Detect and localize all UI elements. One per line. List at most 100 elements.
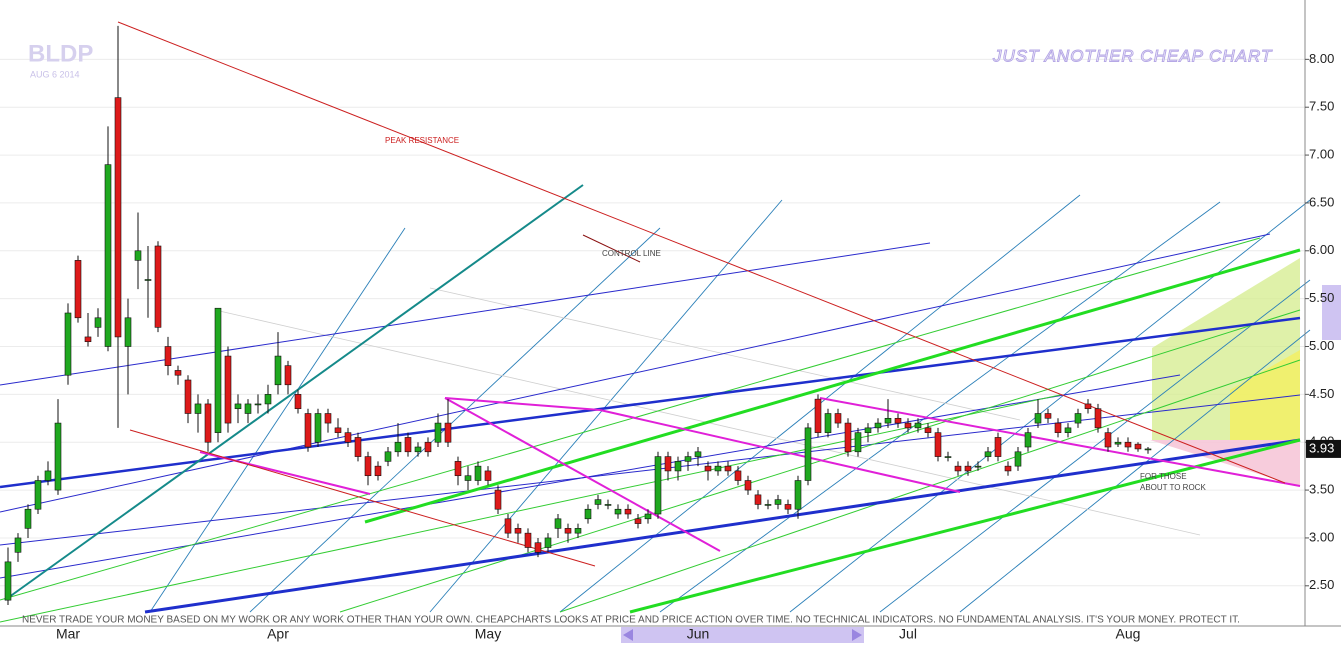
candle-body [554,518,562,529]
candle-body [684,456,692,462]
candle-body [724,465,732,472]
scroll-right[interactable] [852,629,862,641]
candle-body [224,355,232,424]
fan-zone-yellow [1230,350,1300,440]
candle-body [964,465,972,472]
y-tick-label: 7.00 [1309,147,1334,162]
scroll-left[interactable] [623,629,633,641]
candle-body [164,346,172,366]
last-price-label: 3.93 [1309,440,1334,455]
candle-body [584,508,592,520]
candle-body [774,499,782,505]
candle-body [1144,448,1152,451]
trendline [959,329,1311,613]
trendline [0,394,1061,623]
candle-body [304,413,312,448]
trendline [0,237,1261,601]
candle-body [764,504,772,506]
candle-body [634,518,642,524]
candle-body [884,417,892,424]
candle-body [664,456,672,472]
candle-body [694,451,702,457]
candle-body [444,422,452,443]
trendline [4,184,584,601]
candle-body [994,437,1002,457]
trendline [879,279,1311,613]
y-tick-label: 5.00 [1309,338,1334,353]
candle-body [1104,432,1112,448]
x-tick-label: Aug [1116,626,1141,642]
candle-body [1014,451,1022,467]
trendline [429,199,783,613]
candle-body [204,403,212,443]
candle-body [314,413,322,443]
candle-body [754,494,762,505]
candle-body [804,427,812,481]
annotation: ABOUT TO ROCK [1140,483,1206,492]
y-tick-label: 3.00 [1309,529,1334,544]
candle-body [974,465,982,468]
candle-body [954,465,962,472]
candle-body [744,480,752,491]
candle-body [814,398,822,433]
trendline [249,227,661,613]
candle-body [604,504,612,506]
candle-body [284,365,292,386]
trendline [0,242,931,386]
trendline [429,287,1021,421]
candle-body [614,508,622,515]
annotation: CONTROL LINE [602,249,661,258]
candle-body [1134,443,1142,450]
candle-body [54,422,62,491]
candle-body [734,470,742,481]
trendline [789,199,1311,613]
candle-body [534,542,542,553]
x-tick-label: Apr [267,626,289,642]
candle-body [934,432,942,457]
candle-body [194,403,202,414]
candle-body [234,403,242,410]
candle-body [854,432,862,453]
trendline [0,316,1301,489]
candle-body [184,379,192,414]
candle-body [144,279,152,281]
trendline [0,394,1301,546]
candle-body [254,403,262,406]
x-tick-label: Mar [56,626,80,642]
control-line [582,234,641,263]
candle-body [354,437,362,457]
candle-body [374,465,382,477]
candle-body [1044,413,1052,419]
x-tick-label: Jun [687,626,710,642]
candle-body [454,461,462,477]
candle-body [784,504,792,510]
candle-body [44,470,52,481]
trendline [819,397,1301,487]
candle-body [674,461,682,472]
candle-body [24,508,32,529]
axis-scroll[interactable] [1322,285,1341,340]
candle-body [174,370,182,376]
annotation: FOR THOSE [1140,472,1187,481]
candle-body [914,422,922,429]
last-price-box [1306,439,1341,458]
candle-body [14,537,22,553]
candle-body [474,465,482,481]
candle-body [1074,413,1082,424]
x-tick-label: May [475,626,501,642]
trendline [629,438,1301,614]
trendline [659,201,1221,613]
x-scrollbar[interactable] [621,627,864,643]
candle-body [214,307,222,433]
candle-body [524,532,532,548]
candle-body [1034,413,1042,424]
fan-zone-pink [1150,440,1300,487]
symbol: BLDP [28,40,93,67]
y-tick-label: 8.00 [1309,51,1334,66]
candle-body [244,403,252,414]
candle-body [714,465,722,472]
candle-body [364,456,372,477]
axis: 2.503.003.504.004.505.005.506.006.507.00… [56,51,1341,642]
candle-body [1114,441,1122,445]
